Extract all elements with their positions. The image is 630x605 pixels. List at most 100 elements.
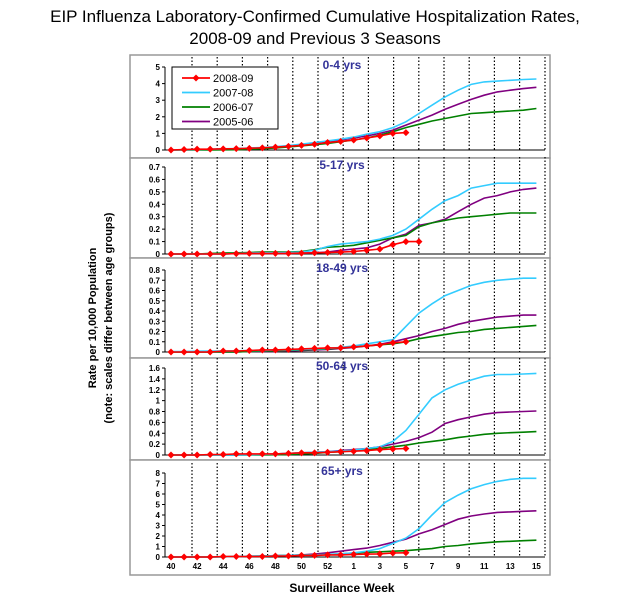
data-point-2008-09 (206, 250, 214, 258)
y-axis-label-line2: (note: scales differ between age groups) (103, 212, 115, 423)
data-point-2008-09 (324, 551, 332, 559)
y-tick-label: 0.2 (149, 225, 161, 234)
data-point-2008-09 (258, 450, 266, 458)
y-tick-label: 0.4 (149, 200, 161, 209)
data-point-2008-09 (258, 249, 266, 257)
data-point-2008-09 (363, 246, 371, 254)
x-tick-label: 3 (378, 562, 383, 571)
data-point-2008-09 (376, 245, 384, 253)
data-point-2008-09 (402, 238, 410, 246)
data-point-2008-09 (298, 449, 305, 457)
y-tick-label: 3 (156, 96, 161, 105)
data-point-2008-09 (167, 146, 175, 154)
y-tick-label: 0.8 (149, 266, 161, 275)
data-point-2008-09 (363, 342, 371, 350)
y-tick-label: 0.1 (149, 238, 161, 247)
panel-18-49-yrs: 00.10.2 0.30.40.50.6 0.70.8 18-49 yrs (129, 257, 551, 359)
x-tick-label: 46 (245, 562, 254, 571)
legend-label: 2006-07 (213, 102, 253, 114)
data-point-2008-09 (258, 552, 266, 560)
data-point-2008-09 (337, 448, 345, 456)
panel-0-4-yrs: 0 1 2 3 4 5 0-4 yrs 2008-09 2007-08 2006-07 2005-0… (129, 54, 551, 159)
y-tick-label: 5 (156, 501, 161, 510)
data-point-2008-09 (245, 346, 253, 354)
data-point-2008-09 (350, 343, 358, 351)
panel-title: 5-17 yrs (319, 158, 365, 172)
data-point-2008-09 (402, 338, 410, 346)
y-tick-label: 0 (156, 250, 161, 259)
data-point-2008-09 (363, 447, 371, 455)
data-point-2008-09 (232, 250, 240, 258)
data-point-2008-09 (245, 144, 253, 152)
data-point-2008-09 (206, 145, 214, 153)
data-point-2008-09 (206, 348, 214, 356)
data-point-2008-09 (389, 549, 397, 557)
y-tick-label: 0.2 (149, 440, 161, 449)
y-tick-label: 1 (156, 129, 161, 138)
data-point-2008-09 (363, 134, 371, 142)
y-tick-label: 0.5 (149, 188, 161, 197)
data-point-2008-09 (337, 551, 345, 559)
data-point-2008-09 (180, 146, 188, 154)
data-point-2008-09 (350, 550, 358, 558)
y-tick-label: 0.1 (149, 338, 161, 347)
y-axis-label-line1: Rate per 10,000 Population (87, 247, 99, 388)
data-point-2008-09 (219, 250, 227, 258)
data-point-2008-09 (180, 451, 188, 459)
x-tick-label: 44 (219, 562, 228, 571)
panel-frame (129, 157, 551, 259)
data-point-2008-09 (219, 552, 227, 560)
data-point-2008-09 (284, 449, 292, 457)
chart-title-line1: EIP Influenza Laboratory-Confirmed Cumul… (50, 7, 580, 26)
x-tick-label: 1 (351, 562, 356, 571)
data-point-2008-09 (284, 142, 292, 150)
data-point-2008-09 (284, 552, 292, 560)
data-point-2008-09 (311, 449, 319, 457)
data-point-2008-09 (167, 553, 175, 561)
y-tick-label: 0.6 (149, 418, 161, 427)
data-point-2008-09 (193, 553, 201, 561)
data-point-2008-09 (376, 341, 384, 349)
y-tick-label: 8 (156, 469, 161, 478)
legend-label: 2008-09 (213, 73, 253, 85)
data-point-2008-09 (376, 132, 384, 140)
y-tick-label: 0.6 (149, 287, 161, 296)
x-tick-label: 15 (532, 562, 541, 571)
data-point-2008-09 (232, 450, 240, 458)
data-point-2008-09 (311, 140, 319, 148)
data-point-2008-09 (298, 551, 305, 559)
data-point-2008-09 (245, 249, 253, 257)
panel-50-64-yrs: 0 0.2 0.4 0.60.8 1 1.2 1.4 1.6 50-64 yrs (129, 357, 551, 461)
x-tick-label: 50 (297, 562, 306, 571)
x-tick-label: 48 (271, 562, 280, 571)
y-tick-label: 0.7 (149, 163, 161, 172)
panel-frame (129, 357, 551, 461)
data-point-2008-09 (258, 346, 266, 354)
x-tick-label: 40 (167, 562, 176, 571)
data-point-2008-09 (271, 450, 279, 458)
panel-title: 0-4 yrs (323, 58, 362, 72)
data-point-2008-09 (298, 345, 305, 353)
data-point-2008-09 (376, 446, 384, 454)
y-tick-label: 0.6 (149, 175, 161, 184)
data-point-2008-09 (337, 248, 345, 256)
x-tick-label: 9 (456, 562, 461, 571)
y-tick-label: 0.2 (149, 328, 161, 337)
data-point-2008-09 (402, 444, 410, 452)
data-point-2008-09 (350, 136, 358, 144)
y-tick-label: 0.8 (149, 408, 161, 417)
y-tick-label: 2 (156, 113, 161, 122)
legend-marker (192, 74, 200, 82)
y-tick-label: 1.4 (149, 375, 161, 384)
x-axis-label: Surveillance Week (289, 581, 394, 595)
data-point-2008-09 (324, 249, 332, 257)
data-point-2008-09 (389, 445, 397, 453)
data-point-2008-09 (324, 448, 332, 456)
x-tick-label: 13 (506, 562, 515, 571)
data-point-2008-09 (193, 145, 201, 153)
x-tick-label: 52 (323, 562, 332, 571)
data-point-2008-09 (311, 551, 319, 559)
data-point-2008-09 (350, 248, 358, 256)
data-point-2008-09 (389, 339, 397, 347)
